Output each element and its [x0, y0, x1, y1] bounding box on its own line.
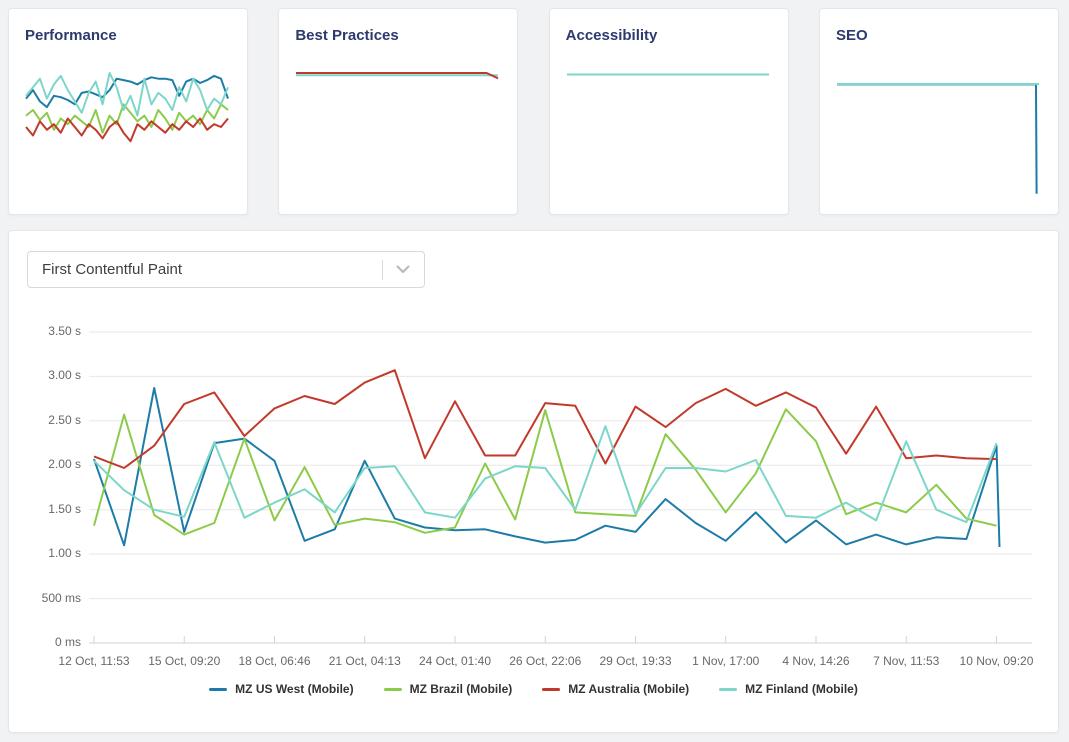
- series-line-mz-brazil-mobile-: [93, 408, 997, 536]
- legend-swatch: [383, 687, 402, 691]
- x-axis-label: 24 Oct, 01:40: [418, 654, 491, 668]
- y-axis-label: 3.50 s: [48, 324, 81, 338]
- seo-sparkline-chart: [836, 83, 1039, 194]
- card-title: Performance: [25, 27, 117, 44]
- score-card-seo[interactable]: SEO: [818, 8, 1059, 215]
- series-line-mz-us-west-mobile-: [836, 83, 1038, 194]
- y-axis-label: 0 ms: [54, 635, 81, 649]
- card-title: Accessibility: [565, 27, 658, 44]
- legend-label: MZ US West (Mobile): [235, 682, 354, 696]
- legend-item-mz-us-west-mobile-[interactable]: MZ US West (Mobile): [209, 682, 354, 696]
- y-axis-label: 3.00 s: [48, 368, 81, 383]
- series-line-mz-us-west-mobile-: [93, 387, 1001, 548]
- y-axis-label: 2.50 s: [48, 412, 81, 427]
- card-title: Best Practices: [295, 27, 399, 44]
- score-card-accessibility[interactable]: Accessibility: [548, 8, 789, 215]
- score-card-performance[interactable]: Performance: [8, 8, 248, 215]
- chevron-down-icon: [396, 265, 410, 274]
- x-axis-label: 7 Nov, 11:53: [873, 654, 940, 668]
- chart-legend: MZ US West (Mobile) MZ Brazil (Mobile) MZ …: [9, 682, 1058, 696]
- score-card-best-practices[interactable]: Best Practices: [278, 8, 519, 215]
- x-axis-label: 26 Oct, 22:06: [509, 654, 582, 668]
- series-line-mz-finland-mobile-: [25, 72, 229, 117]
- x-axis-label: 12 Oct, 11:53: [58, 654, 130, 668]
- series-line-mz-australia-mobile-: [25, 117, 229, 143]
- x-axis-label: 15 Oct, 09:20: [148, 654, 221, 668]
- legend-swatch: [209, 687, 228, 691]
- performance-sparkline-chart: [25, 72, 229, 143]
- metric-panel: First Contentful Paint 3.50 s 3.00 s 2.50 …: [8, 230, 1059, 733]
- metric-select-value: First Contentful Paint: [42, 261, 183, 278]
- y-axis-label: 1.50 s: [48, 501, 81, 516]
- x-axis-label: 10 Nov, 09:20: [959, 654, 1034, 668]
- y-axis-label: 500 ms: [41, 590, 81, 605]
- legend-swatch: [542, 687, 561, 691]
- series-line-mz-brazil-mobile-: [25, 103, 229, 134]
- metric-select[interactable]: First Contentful Paint: [27, 251, 425, 288]
- legend-item-mz-australia-mobile-[interactable]: MZ Australia (Mobile): [542, 682, 689, 696]
- fcp-line-chart: [89, 331, 1032, 644]
- series-line-mz-finland-mobile-: [93, 425, 998, 524]
- select-divider: [382, 259, 383, 280]
- legend-label: MZ Brazil (Mobile): [409, 682, 513, 696]
- legend-item-mz-finland-mobile-[interactable]: MZ Finland (Mobile): [719, 682, 858, 696]
- series-line-mz-australia-mobile-: [296, 72, 499, 80]
- best-practices-sparkline-chart: [296, 72, 499, 80]
- y-axis-label: 2.00 s: [48, 457, 81, 472]
- x-axis-label: 4 Nov, 14:26: [782, 654, 850, 668]
- x-axis-label: 1 Nov, 17:00: [692, 654, 760, 668]
- x-axis-label: 18 Oct, 06:46: [238, 654, 311, 668]
- legend-item-mz-brazil-mobile-[interactable]: MZ Brazil (Mobile): [383, 682, 513, 696]
- x-axis-label: 21 Oct, 04:13: [328, 654, 401, 668]
- legend-swatch: [719, 687, 738, 691]
- score-cards-row: Performance Best Practices Accessibility…: [8, 8, 1059, 215]
- accessibility-sparkline-chart: [566, 73, 769, 76]
- legend-label: MZ Finland (Mobile): [745, 682, 858, 696]
- legend-label: MZ Australia (Mobile): [568, 682, 690, 696]
- y-axis-label: 1.00 s: [48, 546, 81, 561]
- card-title: SEO: [835, 27, 868, 44]
- x-axis-label: 29 Oct, 19:33: [599, 654, 672, 668]
- series-line-mz-australia-mobile-: [93, 369, 997, 469]
